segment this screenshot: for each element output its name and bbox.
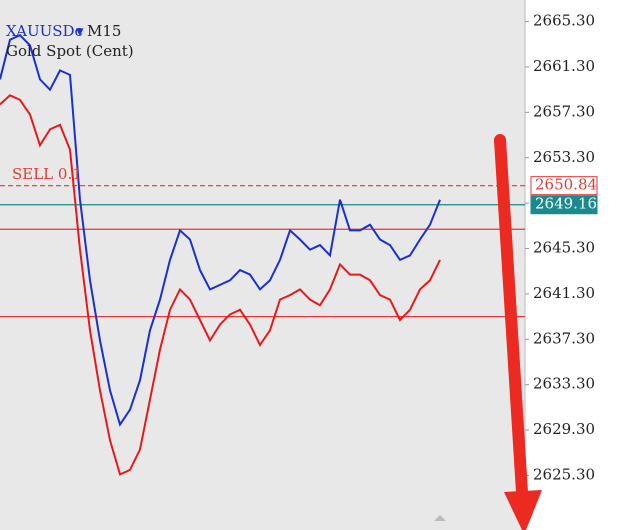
price-tag-label: 2650.84 xyxy=(535,176,597,194)
y-tick-label: 2645.30 xyxy=(533,239,595,257)
y-tick-label: 2653.30 xyxy=(533,148,595,166)
arrow-head xyxy=(504,490,542,530)
price-axis xyxy=(525,0,625,530)
y-tick-label: 2633.30 xyxy=(533,375,595,393)
y-tick-label: 2661.30 xyxy=(533,57,595,75)
price-tag xyxy=(530,176,598,196)
arrow-shaft xyxy=(494,134,528,498)
y-tick-label: 2625.30 xyxy=(533,466,595,484)
y-tick-label: 2665.30 xyxy=(533,12,595,30)
price-tag-label: 2649.16 xyxy=(535,195,597,213)
layer: 2665.302661.302657.302653.302649.302645.… xyxy=(0,12,598,484)
y-tick-label: 2637.30 xyxy=(533,329,595,347)
dropdown-icon[interactable]: ▾ xyxy=(76,22,84,40)
plot-area xyxy=(0,0,525,530)
timeframe: M15 xyxy=(87,22,121,40)
subtitle: Gold Spot (Cent) xyxy=(6,42,134,60)
ma-line xyxy=(0,94,441,476)
symbol: XAUUSDc xyxy=(6,22,83,40)
red-arrow xyxy=(494,134,542,530)
y-tick-label: 2641.30 xyxy=(533,284,595,302)
y-tick-label: 2629.30 xyxy=(533,420,595,438)
scroll-icon[interactable] xyxy=(434,515,446,521)
ma-line xyxy=(0,34,441,427)
price-tag xyxy=(530,195,598,215)
order-label: SELL 0.1 xyxy=(12,165,82,183)
y-tick-label: 2657.30 xyxy=(533,102,595,120)
